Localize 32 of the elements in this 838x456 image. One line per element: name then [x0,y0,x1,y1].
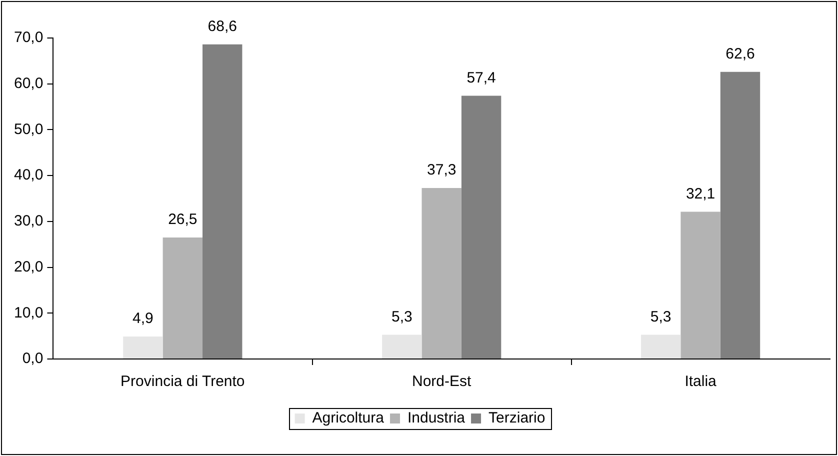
bar [422,188,462,358]
bar [680,212,720,358]
y-tick-label: 0,0 [22,350,44,368]
legend-label: Industria [407,410,466,427]
x-tick-label: Italia [684,373,718,390]
y-tick-label: 20,0 [14,258,44,276]
data-label: 4,9 [132,310,154,328]
x-tick-label: Nord-Est [412,373,472,390]
bar [720,72,760,358]
data-label: 32,1 [686,185,716,202]
data-label: 26,5 [168,211,198,228]
data-label: 68,6 [208,18,237,36]
legend-label: Agricoltura [312,410,385,427]
data-label: 37,3 [426,162,456,179]
y-tick-label: 50,0 [14,120,44,138]
bar [202,44,242,358]
bar [162,237,203,358]
bar [382,334,422,358]
bar [461,96,502,358]
data-label: 5,3 [391,308,412,326]
y-tick-label: 60,0 [14,75,44,92]
data-label: 5,3 [650,308,672,326]
x-tick-label: Provincia di Trento [120,373,245,390]
y-tick-label: 10,0 [14,304,44,322]
bar [123,336,163,358]
legend-label: Terziario [488,410,546,427]
y-tick-label: 40,0 [14,166,44,184]
bar [640,334,681,358]
data-label: 62,6 [726,46,755,63]
y-tick-label: 30,0 [14,212,44,230]
y-tick-label: 70,0 [14,29,44,46]
data-label: 57,4 [466,69,496,86]
